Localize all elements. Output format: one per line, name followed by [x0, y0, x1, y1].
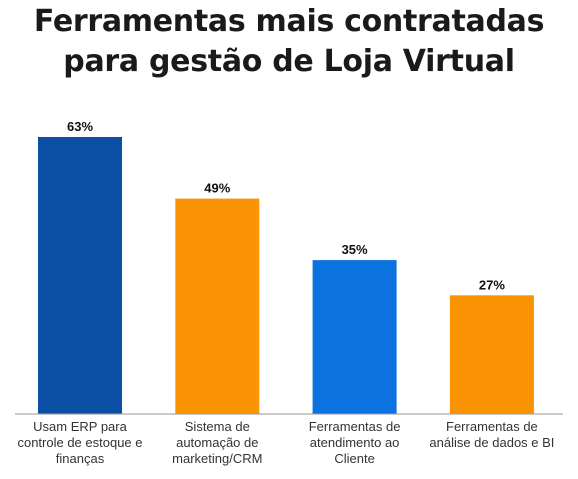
- category-label-2-line-2: automação de: [176, 435, 258, 450]
- category-label-1-line-2: controle de estoque e: [17, 435, 142, 450]
- bar-4: [449, 295, 534, 414]
- category-label-3-line-3: Cliente: [334, 451, 374, 466]
- chart-title: Ferramentas mais contratadas para gestão…: [0, 2, 578, 82]
- category-label-3-line-2: atendimento ao: [310, 435, 400, 450]
- category-label-2-line-3: marketing/CRM: [172, 451, 262, 466]
- value-label-4: 27%: [479, 277, 505, 292]
- category-label-4-line-2: análise de dados e BI: [429, 435, 554, 450]
- chart-title-line-1: Ferramentas mais contratadas: [33, 4, 545, 39]
- bar-2: [175, 198, 260, 414]
- bar-3: [312, 260, 397, 414]
- value-label-1: 63%: [67, 119, 93, 134]
- category-label-1-line-1: Usam ERP para: [33, 419, 127, 434]
- bar-1: [38, 137, 122, 414]
- chart-title-line-2: para gestão de Loja Virtual: [63, 44, 515, 79]
- value-label-2: 49%: [204, 181, 230, 196]
- category-label-4-line-1: Ferramentas de: [446, 419, 538, 434]
- category-label-2-line-1: Sistema de: [185, 419, 250, 434]
- category-label-1-line-3: finanças: [56, 451, 105, 466]
- value-label-3: 35%: [342, 242, 368, 257]
- category-label-3-line-1: Ferramentas de: [309, 419, 401, 434]
